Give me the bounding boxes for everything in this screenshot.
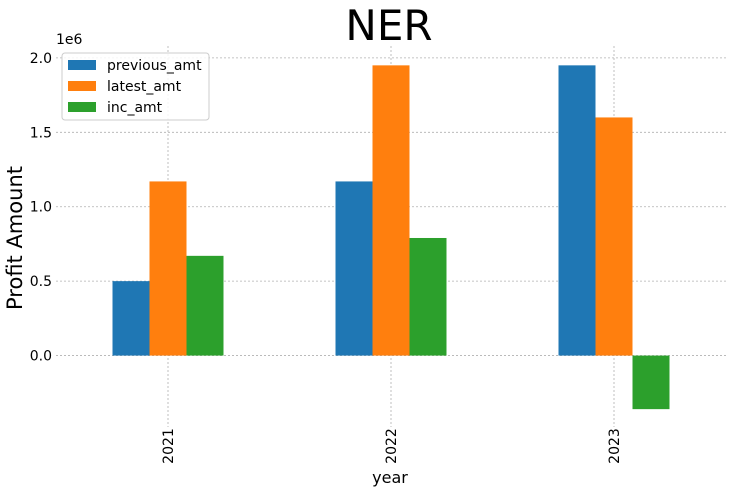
y-tick-label: 1.5 [30, 125, 52, 141]
chart-title: NER [345, 1, 432, 50]
y-tick-label: 2.0 [30, 51, 52, 67]
y-offset-label: 1e6 [56, 32, 83, 48]
x-tick-label: 2023 [607, 428, 623, 464]
bar-previous-amt-2021 [112, 281, 150, 356]
x-tick-label: 2021 [161, 428, 177, 464]
bar-previous-amt-2022 [335, 181, 373, 356]
y-tick-label: 1.0 [30, 200, 52, 216]
x-tick-label: 2022 [384, 428, 400, 464]
legend-label-latest-amt: latest_amt [107, 79, 182, 95]
ticks-layer: 0.0 0.5 1.0 1.5 2.0 2021 2022 2023 [30, 51, 623, 464]
legend-swatch-previous-amt [68, 60, 96, 70]
legend-frame [61, 52, 210, 121]
y-tick-label: 0.0 [30, 349, 52, 365]
legend-swatch-latest-amt [68, 81, 96, 91]
bar-latest-amt-2021 [149, 181, 187, 356]
legend: previous_amt latest_amt inc_amt [61, 52, 210, 121]
bar-inc-amt-2022 [409, 237, 447, 356]
bar-latest-amt-2022 [372, 65, 410, 356]
bar-inc-amt-2021 [186, 255, 224, 356]
bars-layer [112, 65, 670, 410]
bar-latest-amt-2023 [595, 117, 633, 356]
legend-label-inc-amt: inc_amt [107, 100, 163, 116]
y-tick-label: 0.5 [30, 274, 52, 290]
legend-label-previous-amt: previous_amt [107, 58, 202, 74]
y-axis-title: Profit Amount [3, 166, 27, 310]
bar-previous-amt-2023 [558, 65, 596, 356]
x-axis-title: year [372, 468, 408, 487]
bar-inc-amt-2023 [632, 355, 670, 410]
grid-layer [56, 46, 726, 427]
legend-swatch-inc-amt [68, 102, 96, 112]
